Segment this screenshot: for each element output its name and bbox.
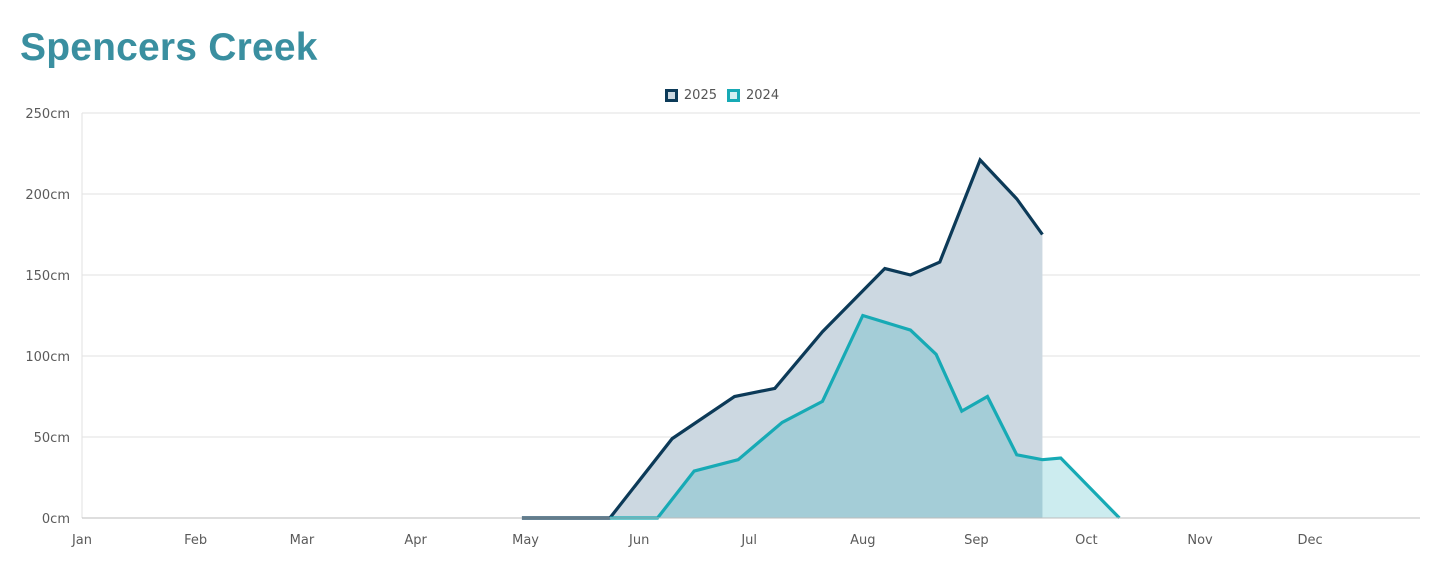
grid-layer	[82, 112, 1420, 438]
axis-layer: 0cm 50cm 100cm 150cm 200cm 250cm Jan Feb Mar Apr M…	[25, 107, 1420, 548]
x-tick-label: Nov	[1187, 533, 1213, 548]
legend-swatch-2024	[727, 88, 740, 102]
x-tick-label: May	[512, 533, 539, 548]
line-layer	[521, 157, 1121, 520]
y-tick-label: 150cm	[25, 269, 70, 284]
y-tick-label: 50cm	[34, 431, 70, 446]
legend: 2025 2024	[0, 85, 1444, 105]
y-tick-label: 200cm	[25, 188, 70, 203]
x-tick-label: Sep	[964, 533, 989, 548]
legend-label-2024: 2024	[746, 87, 780, 103]
series-line-2024	[609, 313, 1121, 520]
area-layer	[521, 159, 1120, 519]
x-tick-label: Apr	[404, 533, 427, 548]
x-tick-label: Jul	[740, 533, 757, 548]
y-tick-label: 100cm	[25, 350, 70, 365]
legend-item-2024[interactable]: 2024	[727, 85, 779, 105]
legend-swatch-2025	[664, 88, 678, 102]
chart-title: Spencers Creek	[20, 26, 318, 69]
x-tick-label: Feb	[184, 533, 207, 548]
y-tick-label: 0cm	[42, 512, 70, 527]
y-tick-label: 250cm	[25, 107, 70, 122]
legend-item-2025[interactable]: 2025	[664, 85, 717, 105]
x-tick-label: Jan	[71, 533, 92, 548]
x-tick-label: Mar	[290, 533, 315, 548]
area-fill-2024	[609, 315, 1120, 518]
x-tick-label: Oct	[1075, 533, 1097, 548]
legend-label-2025: 2025	[683, 87, 717, 103]
x-tick-label: Dec	[1297, 533, 1322, 548]
x-tick-label: Jun	[628, 533, 649, 548]
x-tick-label: Aug	[850, 533, 875, 548]
area-fill-2025	[521, 159, 1043, 519]
series-line-2025	[521, 157, 1044, 520]
